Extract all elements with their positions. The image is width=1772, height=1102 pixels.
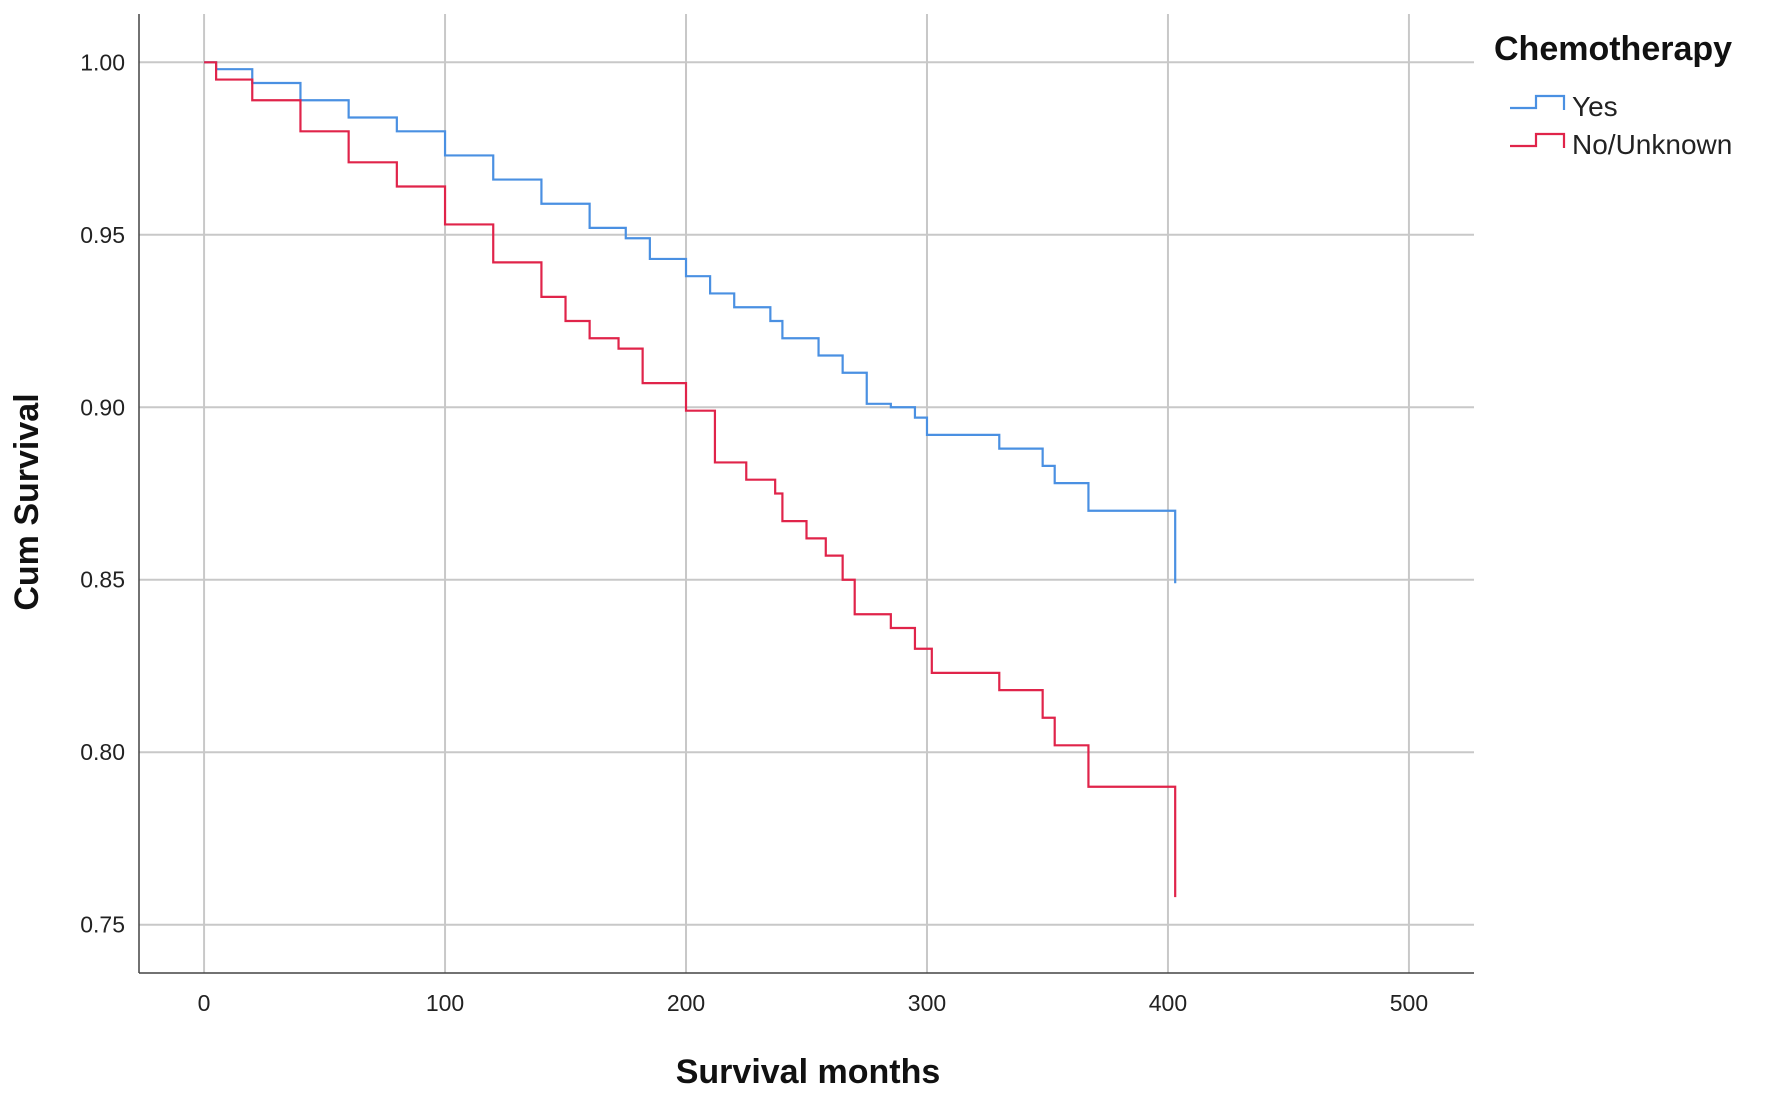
legend-label-yes: Yes	[1572, 91, 1618, 122]
x-tick-labels: 0 100 200 300 400 500	[198, 990, 1428, 1016]
legend-title: Chemotherapy	[1494, 30, 1732, 68]
legend-swatch-yes	[1510, 94, 1566, 110]
x-tick-label: 400	[1149, 990, 1187, 1016]
series-line-no-unknown	[204, 61, 1177, 898]
y-axis-title: Cum Survival	[8, 393, 46, 610]
y-tick-labels: 0.75 0.80 0.85 0.90 0.95 1.00	[80, 49, 125, 937]
y-tick-label: 0.80	[80, 739, 125, 765]
y-tick-label: 0.85	[80, 567, 125, 593]
y-tick-label: 0.75	[80, 912, 125, 938]
x-tick-label: 200	[667, 990, 705, 1016]
legend: Chemotherapy Yes No/Unknown	[1494, 30, 1732, 160]
x-gridlines	[203, 14, 1410, 973]
legend-swatch-no-unknown	[1510, 132, 1566, 148]
legend-items: Yes No/Unknown	[1510, 91, 1732, 160]
x-axis-title: Survival months	[676, 1053, 941, 1091]
y-tick-label: 0.95	[80, 222, 125, 248]
y-gridlines	[139, 61, 1474, 926]
legend-label-no-unknown: No/Unknown	[1572, 129, 1732, 160]
x-tick-label: 500	[1390, 990, 1428, 1016]
series-line-yes	[204, 61, 1177, 584]
survival-curves	[204, 61, 1177, 898]
y-tick-label: 1.00	[80, 49, 125, 75]
x-tick-label: 0	[198, 990, 211, 1016]
x-tick-label: 100	[426, 990, 464, 1016]
y-tick-label: 0.90	[80, 394, 125, 420]
x-tick-label: 300	[908, 990, 946, 1016]
